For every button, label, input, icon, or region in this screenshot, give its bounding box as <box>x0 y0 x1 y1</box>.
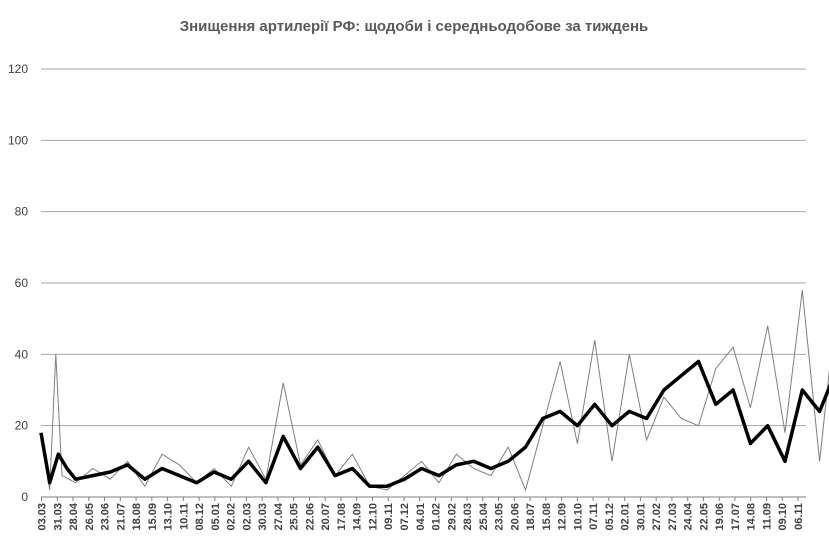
x-tick-label: 02.02 <box>226 503 238 531</box>
daily-series-line <box>40 290 829 492</box>
x-tick-label: 14.08 <box>746 503 758 531</box>
x-tick-label: 15.08 <box>541 503 553 531</box>
chart-title: Знищення артилерії РФ: щодоби і середньо… <box>180 18 649 35</box>
x-tick-label: 22.06 <box>304 503 316 531</box>
y-axis-ticks: 0 20 40 60 80 100 120 <box>8 62 28 504</box>
x-tick-label: 02.03 <box>241 503 253 531</box>
x-tick-label: 27.02 <box>651 503 663 531</box>
x-tick-label: 07.11 <box>588 503 600 530</box>
y-tick-label: 120 <box>8 62 28 76</box>
x-tick-label: 09.11 <box>383 503 395 530</box>
x-axis-ticks: 03.03 31.03 28.04 26.05 23.06 21.07 18.08 15.09… <box>37 497 805 531</box>
x-tick-label: 05.01 <box>210 503 222 531</box>
x-tick-label: 27.04 <box>273 502 285 530</box>
x-tick-label: 28.03 <box>462 503 474 531</box>
weekly-series-line <box>39 359 829 489</box>
y-tick-label: 100 <box>8 133 28 147</box>
x-tick-label: 10.10 <box>572 503 584 531</box>
x-tick-label: 18.08 <box>131 503 143 531</box>
x-tick-label: 13.10 <box>163 503 175 531</box>
x-tick-label: 09.10 <box>777 503 789 531</box>
x-tick-label: 28.04 <box>68 502 80 530</box>
x-tick-label: 03.03 <box>37 503 49 531</box>
y-tick-label: 0 <box>21 490 28 504</box>
x-tick-label: 25.04 <box>478 502 490 530</box>
gridlines <box>41 68 806 427</box>
y-tick-label: 80 <box>15 205 29 219</box>
x-tick-label: 14.09 <box>352 503 364 531</box>
x-tick-label: 10.11 <box>178 503 190 530</box>
x-tick-label: 31.03 <box>52 503 64 531</box>
x-tick-label: 02.01 <box>620 503 632 531</box>
x-tick-label: 23.06 <box>100 503 112 531</box>
x-tick-label: 07.12 <box>399 503 411 531</box>
y-tick-label: 40 <box>15 347 29 361</box>
x-tick-label: 26.05 <box>84 503 96 531</box>
x-tick-label: 04.01 <box>415 503 427 531</box>
x-tick-label: 12.09 <box>557 503 569 531</box>
x-tick-label: 22.05 <box>698 503 710 531</box>
x-tick-label: 19.06 <box>714 503 726 531</box>
y-tick-label: 60 <box>15 276 29 290</box>
x-tick-label: 11.09 <box>762 503 774 530</box>
x-tick-label: 12.10 <box>368 503 380 531</box>
x-tick-label: 25.05 <box>289 503 301 531</box>
x-tick-label: 17.07 <box>730 503 742 531</box>
x-tick-label: 15.09 <box>147 503 159 531</box>
y-tick-label: 20 <box>15 419 29 433</box>
x-tick-label: 21.07 <box>115 503 127 531</box>
series-lines <box>39 290 829 492</box>
x-tick-label: 05.12 <box>604 503 616 531</box>
x-tick-label: 24.04 <box>683 502 695 530</box>
x-tick-label: 17.08 <box>336 503 348 531</box>
x-tick-label: 29.02 <box>446 503 458 531</box>
x-tick-label: 23.05 <box>494 503 506 531</box>
x-tick-label: 18.07 <box>525 503 537 531</box>
x-tick-label: 01.02 <box>431 503 443 531</box>
x-tick-label: 20.07 <box>320 503 332 531</box>
x-tick-label: 06.11 <box>793 503 805 530</box>
x-tick-label: 20.06 <box>509 503 521 531</box>
x-tick-label: 27.03 <box>667 503 679 531</box>
x-tick-label: 30.03 <box>257 503 269 531</box>
x-tick-label: 08.12 <box>194 503 206 531</box>
x-tick-label: 30.01 <box>635 503 647 531</box>
